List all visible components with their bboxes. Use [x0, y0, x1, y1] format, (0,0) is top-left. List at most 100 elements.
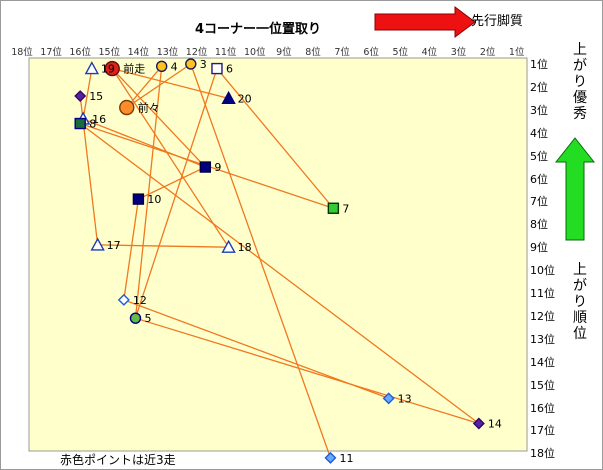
point-label: 10: [147, 193, 161, 206]
x-tick-label: 4位: [421, 47, 438, 58]
x-tick-label: 8位: [305, 47, 321, 58]
x-tick-label: 1位: [508, 47, 525, 58]
point-marker: [117, 293, 130, 306]
y-tick-label: 16位: [530, 401, 555, 415]
x-tick-label: 18位: [11, 47, 33, 58]
x-tick-label: 12位: [185, 47, 208, 58]
point-label: 11: [339, 452, 353, 465]
point-label: 5: [144, 312, 151, 325]
x-tick-label: 14位: [127, 47, 150, 58]
point-label: 8: [89, 118, 96, 131]
point-marker: [132, 193, 145, 205]
connection-line: [97, 244, 229, 248]
connection-line: [79, 123, 480, 425]
y-tick-label: 17位: [530, 424, 555, 438]
point-marker: [84, 61, 100, 75]
footnote: 赤色ポイントは近3走: [60, 453, 176, 467]
point-marker: [104, 60, 120, 77]
point-label: 15: [89, 90, 103, 103]
plot-area: [28, 57, 528, 452]
point-marker: [327, 202, 340, 214]
top-right-label: 先行脚質: [471, 14, 524, 29]
y-tick-label: 10位: [530, 264, 555, 278]
point-label: 前々: [138, 101, 160, 115]
x-tick-label: 6位: [363, 47, 379, 58]
red-arrow-icon: [374, 6, 476, 38]
y-tick-label: 9位: [530, 241, 548, 255]
y-tick-label: 15位: [530, 378, 555, 392]
connection-line: [134, 66, 163, 319]
point-label: 20: [238, 92, 252, 105]
point-label: 6: [226, 63, 233, 76]
x-tick-label: 9位: [276, 47, 292, 58]
y-tick-label: 4位: [530, 126, 548, 140]
y-tick-label: 8位: [530, 218, 548, 232]
right-upper-label: 上がり優秀: [573, 42, 587, 122]
point-label: 19: [101, 63, 115, 76]
x-tick-label: 3位: [450, 47, 467, 58]
connection-line: [135, 317, 480, 425]
point-label: 18: [238, 241, 252, 254]
point-label: 3: [200, 58, 207, 71]
y-tick-label: 1位: [530, 58, 548, 71]
point-label: 4: [171, 60, 178, 73]
y-tick-label: 7位: [530, 195, 548, 209]
x-tick-label: 16位: [69, 47, 91, 58]
connection-line: [126, 65, 163, 108]
point-label: 前走: [123, 62, 145, 76]
y-tick-label: 11位: [530, 287, 555, 300]
y-tick-label: 18位: [530, 447, 555, 461]
point-marker: [155, 60, 168, 72]
x-tick-label: 17位: [40, 47, 62, 58]
point-marker: [324, 451, 337, 464]
point-marker: [211, 62, 223, 75]
connection-lines: [79, 63, 480, 459]
connection-line: [216, 68, 334, 209]
point-label: 12: [133, 294, 147, 307]
point-label: 17: [107, 239, 121, 252]
connection-line: [138, 166, 206, 200]
x-tick-label: 13位: [156, 47, 179, 58]
x-tick-label: 10位: [244, 47, 266, 58]
x-tick-label: 15位: [98, 47, 121, 58]
point-marker: [74, 90, 87, 103]
right-lower-label: 上がり順位: [573, 262, 587, 342]
point-marker: [221, 90, 236, 105]
connection-line: [134, 68, 218, 319]
connection-line: [126, 63, 192, 109]
point-marker: [119, 99, 135, 116]
y-tick-label: 12位: [530, 309, 555, 323]
connection-line: [190, 63, 332, 459]
connection-line: [123, 199, 140, 300]
point-label: 13: [398, 392, 412, 405]
point-marker: [129, 312, 142, 324]
point-label: 9: [214, 161, 221, 174]
x-tick-label: 11位: [214, 47, 237, 58]
y-tick-label: 5位: [530, 149, 548, 163]
point-marker: [90, 237, 105, 251]
connection-line: [82, 68, 93, 120]
point-marker: [221, 239, 236, 253]
point-marker: [74, 117, 86, 130]
y-tick-label: 6位: [530, 172, 548, 186]
point-label: 7: [342, 202, 349, 215]
point-marker: [185, 58, 197, 70]
point-marker: [199, 161, 212, 173]
y-tick-label: 13位: [530, 332, 555, 346]
green-arrow-icon: [554, 137, 596, 241]
point-label: 16: [92, 113, 106, 126]
x-tick-label: 7位: [334, 47, 350, 58]
y-tick-label: 2位: [530, 80, 548, 94]
x-tick-label: 2位: [479, 47, 496, 58]
connection-line: [111, 68, 230, 248]
y-tick-label: 3位: [530, 103, 548, 117]
point-marker: [472, 417, 485, 430]
y-tick-label: 14位: [530, 355, 555, 369]
point-label: 14: [488, 418, 502, 431]
point-marker: [382, 392, 395, 405]
x-tick-label: 5位: [392, 47, 409, 58]
chart-title: 4コーナー一位置取り: [195, 22, 322, 37]
data-points: [74, 58, 485, 464]
